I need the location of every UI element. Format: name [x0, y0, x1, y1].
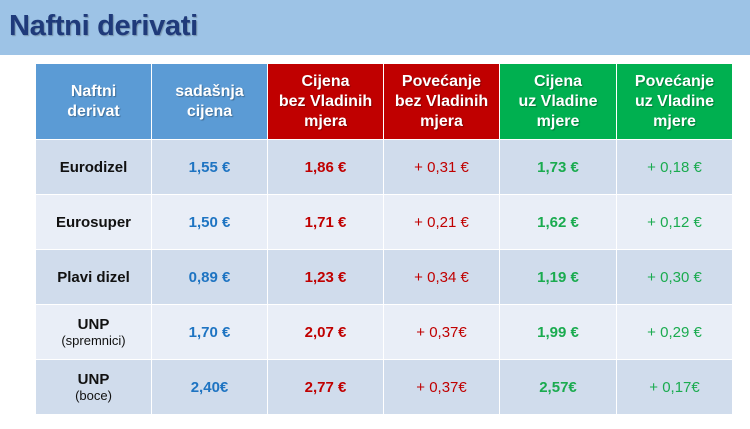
price-without-cell: 2,07 € [267, 304, 384, 360]
increase-with-cell: + 0,29 € [616, 304, 733, 360]
price-without-cell: 1,86 € [267, 139, 384, 195]
fuel-name-cell: UNP (boce) [35, 359, 152, 415]
fuel-name-cell: UNP (spremnici) [35, 304, 152, 360]
increase-with-cell: + 0,30 € [616, 249, 733, 305]
increase-with-cell: + 0,18 € [616, 139, 733, 195]
header-price-without-measures: Cijena bez Vladinih mjera [267, 63, 384, 140]
increase-without-cell: + 0,31 € [383, 139, 500, 195]
header-increase-with-measures: Povećanje uz Vladine mjere [616, 63, 733, 140]
title-band: Naftni derivati [0, 0, 750, 55]
price-with-cell: 1,19 € [499, 249, 617, 305]
price-without-cell: 1,71 € [267, 194, 384, 250]
price-with-cell: 1,73 € [499, 139, 617, 195]
fuel-subtitle: (spremnici) [61, 332, 126, 348]
page-title: Naftni derivati [9, 10, 198, 42]
current-price-cell: 1,70 € [151, 304, 268, 360]
table-row: Eurosuper 1,50 € 1,71 € + 0,21 € 1,62 € … [35, 194, 733, 250]
current-price-cell: 1,50 € [151, 194, 268, 250]
header-price-with-measures: Cijena uz Vladine mjere [499, 63, 617, 140]
increase-without-cell: + 0,21 € [383, 194, 500, 250]
price-with-cell: 2,57€ [499, 359, 617, 415]
table-row: Eurodizel 1,55 € 1,86 € + 0,31 € 1,73 € … [35, 139, 733, 195]
current-price-cell: 0,89 € [151, 249, 268, 305]
price-with-cell: 1,99 € [499, 304, 617, 360]
increase-without-cell: + 0,34 € [383, 249, 500, 305]
increase-with-cell: + 0,17€ [616, 359, 733, 415]
table-header-row: Naftni derivat sadašnja cijena Cijena be… [35, 63, 733, 140]
current-price-cell: 1,55 € [151, 139, 268, 195]
price-without-cell: 1,23 € [267, 249, 384, 305]
header-fuel-type: Naftni derivat [35, 63, 152, 140]
fuel-price-table: Naftni derivat sadašnja cijena Cijena be… [35, 63, 733, 415]
fuel-name-cell: Plavi dizel [35, 249, 152, 305]
header-increase-without-measures: Povećanje bez Vladinih mjera [383, 63, 500, 140]
table-row: Plavi dizel 0,89 € 1,23 € + 0,34 € 1,19 … [35, 249, 733, 305]
price-without-cell: 2,77 € [267, 359, 384, 415]
fuel-name-cell: Eurodizel [35, 139, 152, 195]
current-price-cell: 2,40€ [151, 359, 268, 415]
header-current-price: sadašnja cijena [151, 63, 268, 140]
price-with-cell: 1,62 € [499, 194, 617, 250]
fuel-name-cell: Eurosuper [35, 194, 152, 250]
increase-with-cell: + 0,12 € [616, 194, 733, 250]
table-row: UNP (boce) 2,40€ 2,77 € + 0,37€ 2,57€ + … [35, 359, 733, 415]
increase-without-cell: + 0,37€ [383, 359, 500, 415]
increase-without-cell: + 0,37€ [383, 304, 500, 360]
fuel-subtitle: (boce) [75, 387, 112, 403]
table-row: UNP (spremnici) 1,70 € 2,07 € + 0,37€ 1,… [35, 304, 733, 360]
